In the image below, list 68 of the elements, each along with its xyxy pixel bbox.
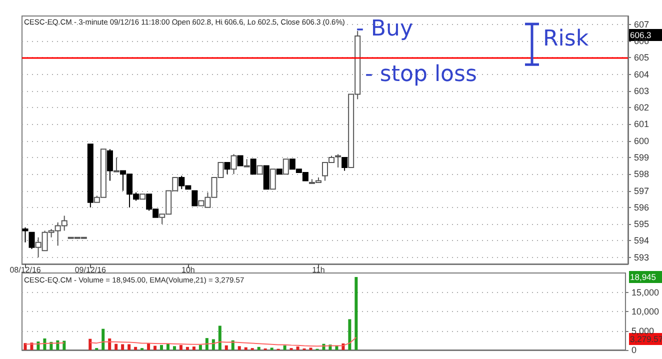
bar	[179, 344, 182, 350]
ref-line-label: - stop loss	[365, 62, 477, 88]
y-tick-label: 600	[634, 136, 650, 146]
bar	[257, 346, 260, 350]
bar	[88, 338, 92, 350]
candlestick	[244, 158, 250, 168]
y-tick-label: 601	[634, 119, 650, 130]
y-tick-label: 0	[631, 345, 636, 355]
bar	[154, 346, 157, 350]
y-tick-label: 604	[634, 69, 650, 80]
candlestick	[270, 168, 276, 190]
y-tick-label: 607	[634, 19, 650, 30]
candlestick	[263, 165, 270, 190]
x-tick-label: 11h	[312, 266, 325, 274]
y-tick-label: 598	[634, 169, 650, 180]
y-tick-label: 10,000	[631, 306, 660, 316]
bar	[192, 346, 196, 350]
bar	[348, 319, 352, 350]
candlestick	[282, 158, 289, 175]
bar	[147, 343, 150, 350]
candlestick	[22, 226, 28, 243]
bar	[134, 346, 138, 350]
x-tick-label: 08/12/16	[10, 266, 42, 274]
y-tick-label: 602	[634, 102, 650, 113]
y-tick-label: 596	[634, 202, 650, 212]
x-tick-label: 09/12/16	[74, 266, 107, 274]
x-tick-label: 10h	[181, 266, 195, 274]
candlestick	[113, 156, 120, 172]
annotation: Risk	[543, 26, 589, 52]
y-tick-label: 597	[634, 186, 650, 196]
y-tick-label: 603	[634, 86, 650, 96]
bar	[121, 344, 124, 350]
candlestick	[342, 156, 348, 172]
bar	[354, 277, 358, 350]
bar	[198, 344, 202, 350]
candlestick	[192, 190, 198, 206]
bar	[218, 326, 222, 350]
y-tick-label: 593	[634, 252, 650, 262]
bar	[62, 340, 66, 350]
bar	[128, 344, 131, 350]
bar	[296, 346, 300, 350]
text: 18,945	[630, 272, 656, 282]
bar	[244, 347, 248, 350]
candlestick	[106, 148, 113, 182]
y-tick-label: 605	[634, 52, 650, 63]
candlestick	[28, 232, 35, 250]
candlestick	[237, 155, 244, 166]
bar	[24, 343, 27, 350]
bar	[160, 344, 164, 350]
bar	[238, 346, 241, 350]
candlestick	[250, 158, 256, 175]
bar	[102, 328, 105, 350]
candlestick	[224, 162, 230, 175]
annotation: - Buy	[356, 16, 413, 42]
bar	[186, 346, 189, 350]
bar	[172, 346, 176, 350]
bar	[205, 338, 208, 350]
bar	[212, 339, 215, 350]
bar	[108, 338, 112, 350]
y-tick-label: 594	[634, 236, 650, 246]
bar	[224, 345, 228, 350]
candlestick	[230, 154, 237, 175]
bar	[283, 345, 286, 350]
bar	[166, 344, 170, 350]
y-tick-label: 595	[634, 219, 650, 230]
y-tick-label: 599	[634, 152, 650, 162]
bar	[114, 344, 118, 350]
y-tick-label: 15,000	[631, 287, 660, 298]
